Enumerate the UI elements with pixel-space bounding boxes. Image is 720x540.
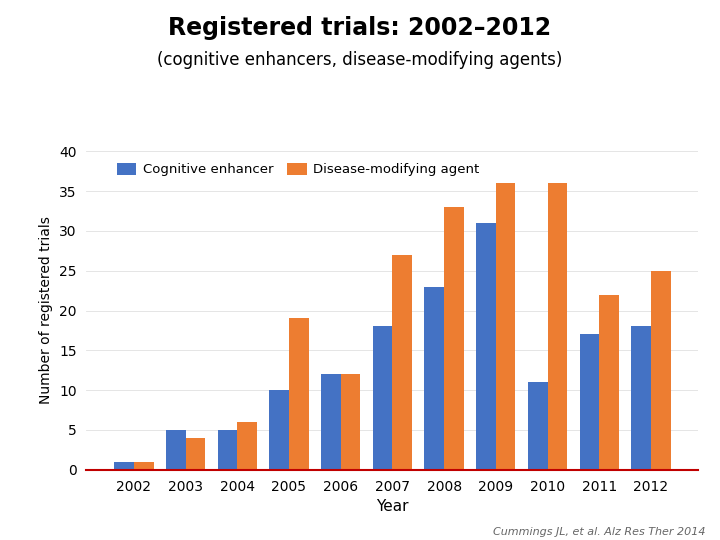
X-axis label: Year: Year	[376, 499, 409, 514]
Bar	[425, 287, 444, 470]
Legend: Cognitive enhancer, Disease-modifying agent: Cognitive enhancer, Disease-modifying ag…	[112, 158, 485, 182]
Bar	[599, 295, 619, 470]
Bar	[114, 462, 134, 470]
Bar	[547, 183, 567, 470]
Bar	[186, 438, 205, 470]
Bar	[373, 326, 392, 470]
Bar	[166, 430, 186, 470]
Text: (cognitive enhancers, disease-modifying agents): (cognitive enhancers, disease-modifying …	[157, 51, 563, 69]
Bar	[476, 223, 496, 470]
Bar	[631, 326, 651, 470]
Bar	[528, 382, 547, 470]
Bar	[444, 207, 464, 470]
Bar	[580, 334, 599, 470]
Bar	[321, 374, 341, 470]
Text: Registered trials: 2002–2012: Registered trials: 2002–2012	[168, 16, 552, 40]
Text: Cummings JL, et al. Alz Res Ther 2014: Cummings JL, et al. Alz Res Ther 2014	[493, 527, 706, 537]
Bar	[392, 255, 412, 470]
Bar	[217, 430, 238, 470]
Bar	[496, 183, 516, 470]
Bar	[651, 271, 670, 470]
Bar	[238, 422, 257, 470]
Bar	[269, 390, 289, 470]
Bar	[134, 462, 153, 470]
Bar	[289, 319, 309, 470]
Y-axis label: Number of registered trials: Number of registered trials	[40, 217, 53, 404]
Bar	[341, 374, 360, 470]
